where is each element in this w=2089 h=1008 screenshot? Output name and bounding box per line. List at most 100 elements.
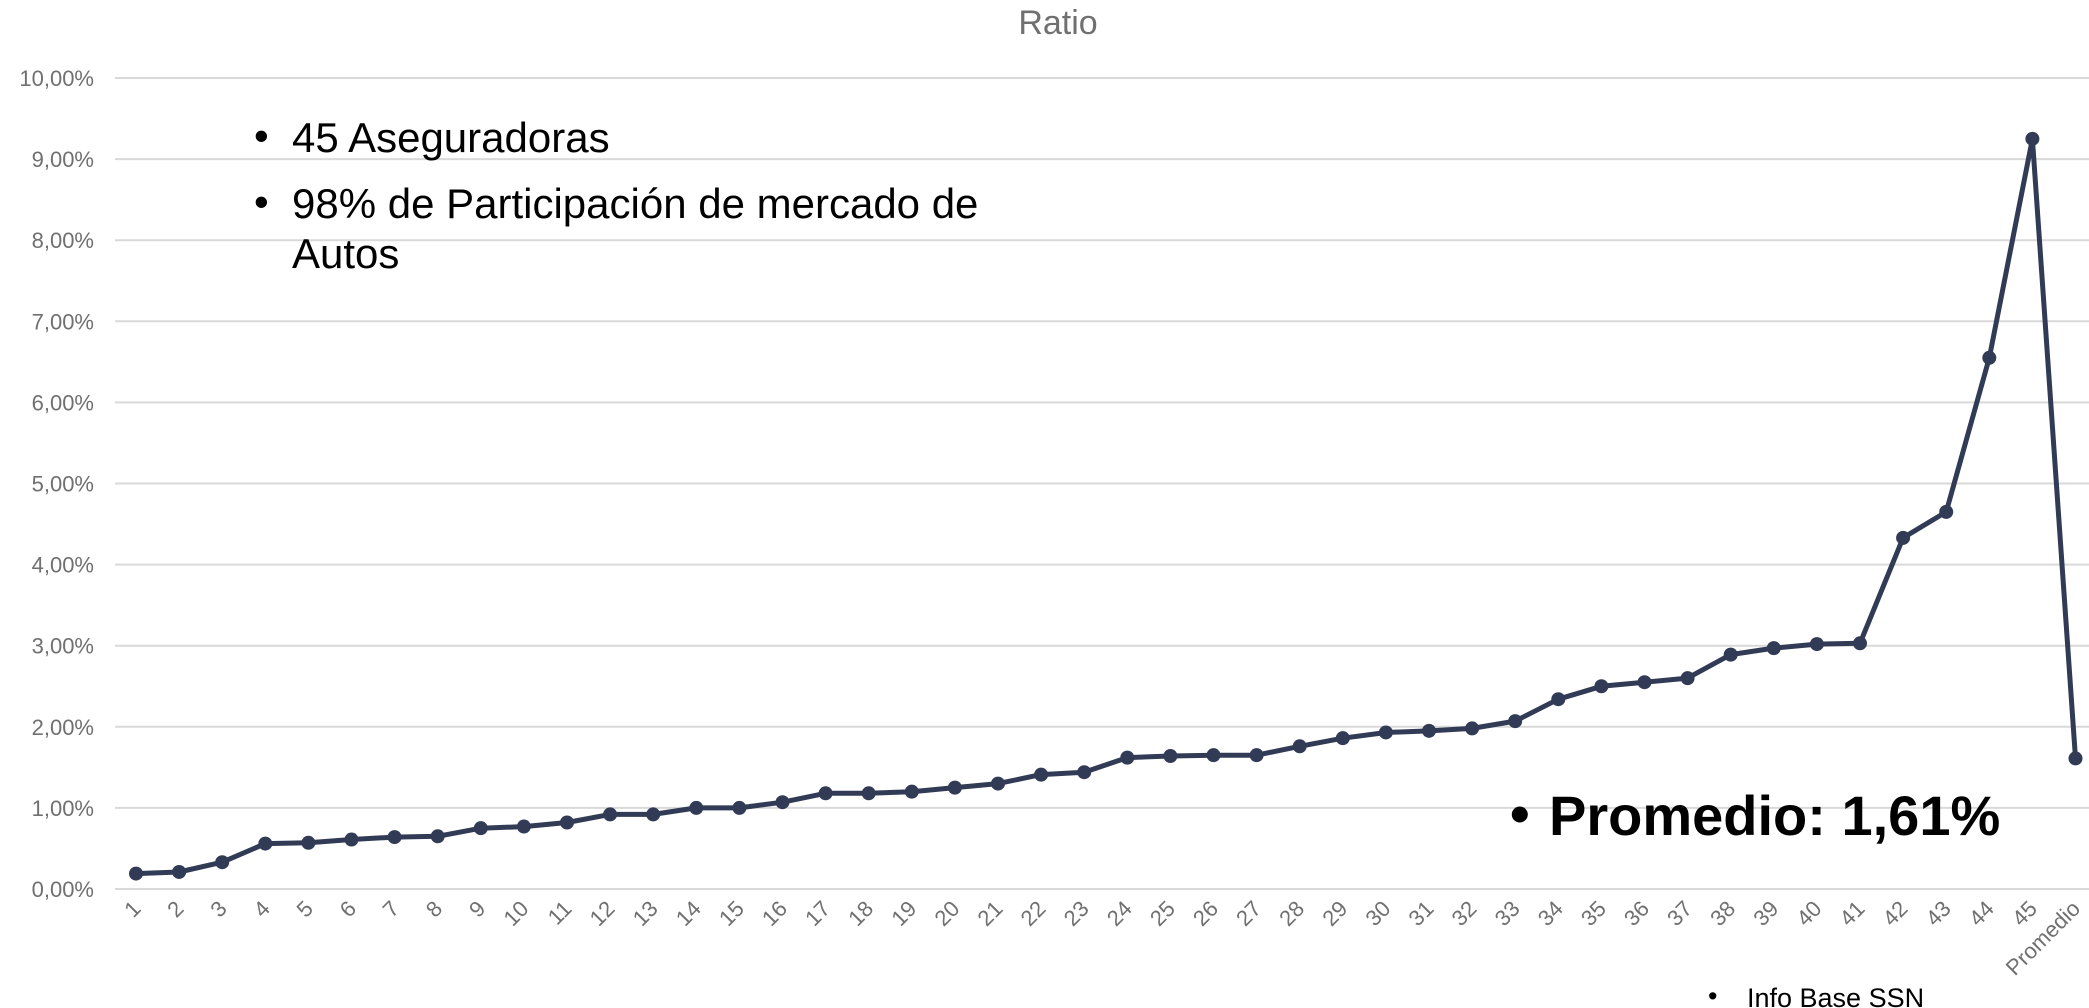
note-bullet-1: •	[254, 112, 269, 159]
x-tick-label: 3	[205, 896, 231, 922]
x-tick-label: 21	[973, 896, 1008, 931]
gridlines	[115, 77, 2089, 890]
data-point	[1853, 636, 1867, 651]
x-tick-label: 30	[1360, 896, 1395, 931]
x-tick-label: 24	[1102, 896, 1137, 931]
x-tick-label: 9	[464, 896, 490, 922]
data-point	[1594, 679, 1609, 694]
data-point	[2068, 751, 2083, 766]
x-tick-label: 40	[1791, 896, 1826, 931]
x-tick-label: 16	[757, 896, 792, 931]
x-tick-label: 35	[1576, 896, 1611, 931]
data-point	[560, 815, 574, 830]
x-tick-label: 33	[1490, 896, 1525, 931]
x-tick-label: 32	[1447, 896, 1482, 931]
note-aseguradoras: 45 Aseguradoras	[292, 114, 610, 161]
chart-title: Ratio	[1018, 4, 1097, 42]
data-point	[1982, 350, 1997, 365]
data-point	[1508, 714, 1523, 729]
data-point	[646, 807, 661, 822]
x-tick-label: 42	[1878, 896, 1913, 931]
x-tick-label: 44	[1964, 896, 1999, 931]
data-point	[1637, 675, 1652, 690]
data-point	[473, 821, 488, 836]
x-tick-label: 23	[1059, 896, 1094, 931]
x-tick-label: 10	[498, 896, 533, 931]
x-tick-label: 29	[1317, 896, 1352, 931]
source-bullet: •	[1708, 981, 1717, 1008]
x-tick-label: 12	[585, 896, 620, 931]
y-tick-label: 7,00%	[32, 309, 94, 334]
x-tick-label: 5	[292, 896, 318, 922]
average-label: Promedio: 1,61%	[1549, 784, 2000, 847]
x-tick-label: 36	[1619, 896, 1654, 931]
series-points	[129, 131, 2083, 881]
y-tick-label: 1,00%	[32, 796, 94, 821]
data-point	[301, 835, 316, 850]
x-tick-label: 20	[929, 896, 964, 931]
y-tick-label: 2,00%	[32, 715, 94, 740]
data-point	[2025, 131, 2040, 146]
x-tick-label: 26	[1188, 896, 1223, 931]
data-point	[947, 780, 962, 795]
average-callout: • Promedio: 1,61%	[1510, 782, 2000, 847]
source-note: • Info Base SSN	[1708, 981, 1924, 1008]
x-tick-label: 15	[714, 896, 749, 931]
x-tick-label: 18	[843, 896, 878, 931]
x-tick-label: 11	[543, 896, 577, 930]
data-point	[1077, 765, 1092, 780]
data-point	[818, 786, 833, 801]
x-tick-label: 27	[1231, 896, 1266, 931]
note-bullet-2: •	[254, 178, 269, 225]
data-point	[861, 786, 876, 801]
data-point	[1465, 721, 1480, 736]
y-tick-label: 4,00%	[32, 553, 94, 578]
x-tick-label: 31	[1404, 896, 1439, 931]
data-point	[344, 832, 359, 847]
data-point	[215, 855, 230, 870]
x-tick-label: 6	[335, 896, 361, 922]
y-tick-label: 10,00%	[19, 66, 94, 91]
y-tick-label: 9,00%	[32, 147, 94, 172]
data-point	[991, 776, 1005, 791]
source-label: Info Base SSN	[1747, 983, 1924, 1008]
x-tick-label: 13	[628, 896, 663, 931]
data-point	[1939, 504, 1954, 519]
note-participacion: 98% de Participación de mercado de	[292, 180, 978, 227]
data-point	[172, 864, 187, 879]
y-tick-label: 3,00%	[32, 634, 94, 659]
data-point	[1723, 647, 1738, 662]
data-point	[732, 800, 747, 815]
x-tick-label: 38	[1705, 896, 1740, 931]
series-line	[133, 136, 2078, 877]
y-tick-label: 6,00%	[32, 390, 94, 415]
data-point	[904, 784, 919, 799]
data-point	[775, 795, 790, 810]
x-axis-ticks: 1 2 3 4 5 6 7 8 9 10 11 12 13 14 15 16 17 18 19 20 21 22 23 24 2…	[119, 896, 2085, 980]
x-tick-label: 43	[1921, 896, 1956, 931]
data-point	[1335, 731, 1350, 746]
x-tick-label: 34	[1533, 896, 1568, 931]
data-point	[1292, 739, 1307, 754]
x-tick-label: 7	[378, 896, 404, 922]
data-point	[1422, 723, 1436, 738]
data-point	[258, 836, 273, 851]
average-bullet: •	[1510, 782, 1530, 845]
data-point	[1378, 725, 1393, 740]
data-point	[516, 819, 531, 834]
data-point	[603, 807, 618, 822]
x-tick-label: 14	[671, 896, 706, 931]
data-point	[1766, 641, 1781, 656]
y-tick-label: 8,00%	[32, 228, 94, 253]
x-tick-label: 41	[1835, 896, 1870, 931]
data-point	[387, 830, 402, 845]
x-tick-label: 17	[800, 896, 835, 931]
x-tick-label: 37	[1662, 896, 1697, 931]
data-point	[129, 866, 143, 881]
data-point	[1249, 748, 1264, 763]
note-autos: Autos	[292, 230, 399, 277]
data-point	[1809, 637, 1824, 652]
data-point	[689, 800, 704, 815]
x-tick-label: 4	[248, 896, 274, 922]
x-tick-label: 1	[119, 896, 145, 922]
